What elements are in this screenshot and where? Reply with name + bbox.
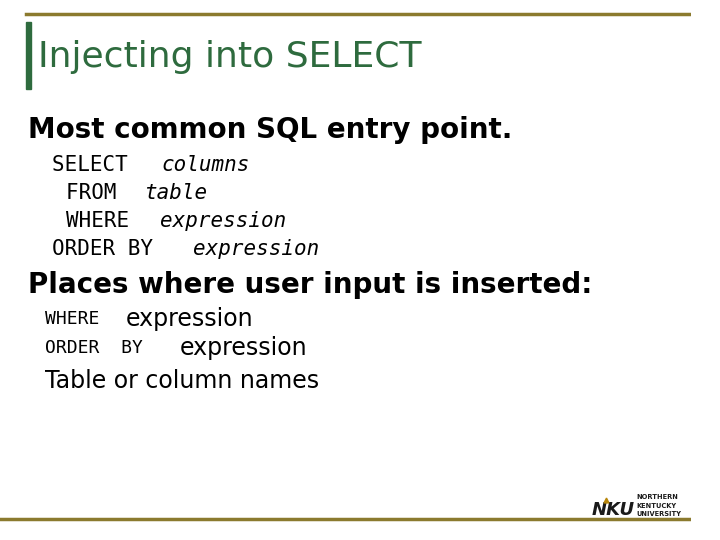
Text: FROM: FROM: [66, 183, 129, 203]
Text: expression: expression: [180, 336, 307, 360]
Text: expression: expression: [160, 211, 286, 231]
Text: NKU: NKU: [592, 501, 635, 519]
Text: Most common SQL entry point.: Most common SQL entry point.: [27, 116, 512, 144]
Text: columns: columns: [161, 154, 250, 175]
Text: table: table: [144, 183, 207, 203]
Text: expression: expression: [126, 307, 253, 330]
Text: Table or column names: Table or column names: [45, 369, 319, 393]
Text: WHERE: WHERE: [66, 211, 141, 231]
Text: expression: expression: [193, 239, 319, 259]
Text: NORTHERN
KENTUCKY
UNIVERSITY: NORTHERN KENTUCKY UNIVERSITY: [636, 495, 681, 517]
Text: Places where user input is inserted:: Places where user input is inserted:: [27, 271, 592, 299]
Text: SELECT: SELECT: [52, 154, 140, 175]
Text: Injecting into SELECT: Injecting into SELECT: [38, 40, 421, 73]
Bar: [26, 22, 31, 89]
Text: WHERE: WHERE: [45, 309, 110, 328]
Text: ORDER  BY: ORDER BY: [45, 339, 153, 357]
Text: ORDER BY: ORDER BY: [52, 239, 166, 259]
